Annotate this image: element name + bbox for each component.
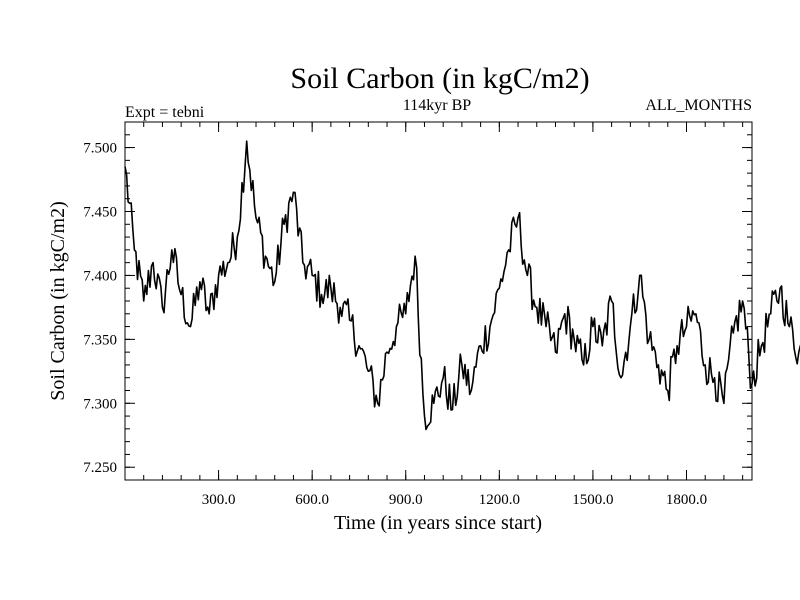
y-tick-label: 7.500 — [83, 141, 117, 157]
plot-frame — [124, 121, 753, 481]
x-tick-label: 1200.0 — [479, 492, 520, 508]
x-tick-label: 900.0 — [389, 492, 423, 508]
x-tick-label: 600.0 — [295, 492, 329, 508]
x-tick-label: 1500.0 — [572, 492, 613, 508]
y-axis-label: Soil Carbon (in kgC/m2) — [47, 201, 69, 400]
y-tick-label: 7.350 — [83, 332, 117, 348]
x-axis-label: Time (in years since start) — [334, 512, 542, 534]
chart-subtitle: 114kyr BP — [403, 97, 471, 114]
y-tick-label: 7.250 — [83, 460, 117, 476]
y-tick-label: 7.400 — [83, 268, 117, 284]
chart-title: Soil Carbon (in kgC/m2) — [290, 62, 589, 95]
y-tick-label: 7.300 — [83, 396, 117, 412]
soil-carbon-series-line — [124, 140, 800, 431]
x-tick-label: 1800.0 — [666, 492, 707, 508]
y-tick-label: 7.450 — [83, 205, 117, 221]
experiment-label: Expt = tebni — [125, 104, 205, 121]
x-tick-label: 300.0 — [202, 492, 236, 508]
months-label: ALL_MONTHS — [645, 97, 752, 114]
x-axis-ticks: 300.0 600.0 900.0 1200.0 1500.0 1800.0 — [124, 122, 744, 508]
